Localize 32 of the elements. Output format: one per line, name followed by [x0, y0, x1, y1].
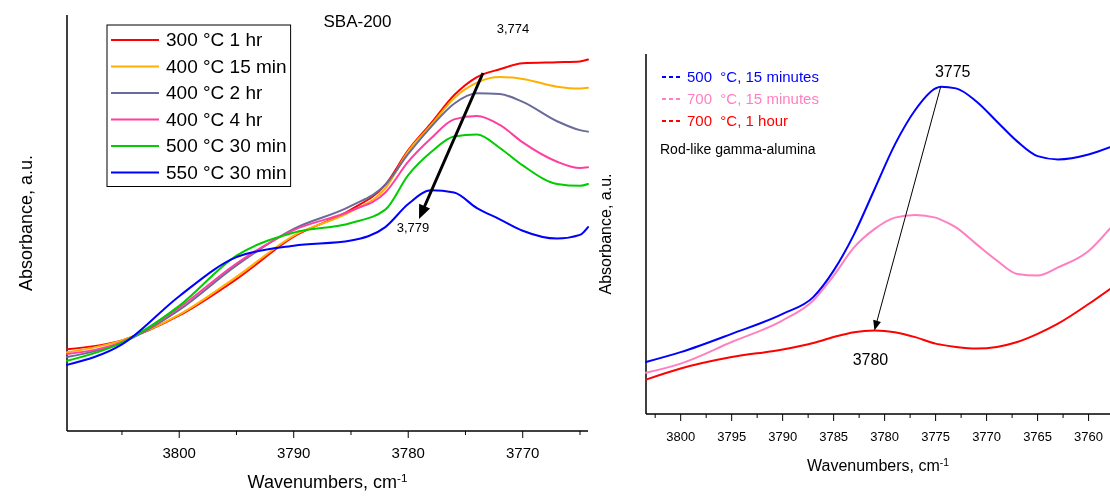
annotation: 3,779 — [396, 220, 430, 235]
legend-label: 400 °C 15 min — [166, 55, 287, 77]
x-tick-label: 3800 — [162, 444, 196, 461]
legend-label: 500 °C 30 min — [166, 135, 287, 156]
y-axis-title: Absorbance, a.u. — [16, 154, 36, 292]
legend-label: 400 °C 4 hr — [166, 108, 263, 130]
x-axis-title: Wavenumbers, cm$^{-1}$ — [806, 456, 950, 474]
x-tick-label: 3770 — [972, 429, 1002, 444]
x-tick-label: 3770 — [506, 444, 540, 461]
x-tick-label: 3775 — [921, 429, 951, 444]
legend-label: 700 °C, 15 minutes — [687, 90, 819, 107]
annotation: 3780 — [852, 350, 889, 368]
x-tick-label: 3800 — [666, 429, 696, 444]
legend-label: 300 °C 1 hr — [166, 29, 263, 50]
x-tick-label: 3780 — [391, 444, 425, 461]
x-tick-label: 3790 — [768, 429, 798, 444]
y-axis-title: Absorbance, a.u. — [597, 173, 614, 295]
x-tick-label: 3790 — [277, 444, 311, 461]
annotation: Rod-like gamma-alumina — [660, 141, 816, 157]
text: 3,774 — [496, 21, 530, 36]
x-tick-label: 3765 — [1023, 429, 1053, 444]
x-axis-title: Wavenumbers, cm$^{-1}$ — [247, 470, 408, 492]
legend-label: 400 °C 2 hr — [166, 82, 263, 103]
legend-label: 550 °C 30 min — [166, 161, 287, 183]
legend-label: 700 °C, 1 hour — [687, 112, 789, 129]
legend-label: 500 °C, 15 minutes — [687, 68, 819, 85]
chart-title: SBA-200 — [323, 12, 392, 31]
annotation: 3775 — [934, 62, 971, 80]
x-tick-label: 3785 — [819, 429, 849, 444]
x-tick-label: 3760 — [1074, 429, 1104, 444]
x-tick-label: 3780 — [870, 429, 900, 444]
x-tick-label: 3795 — [717, 429, 747, 444]
